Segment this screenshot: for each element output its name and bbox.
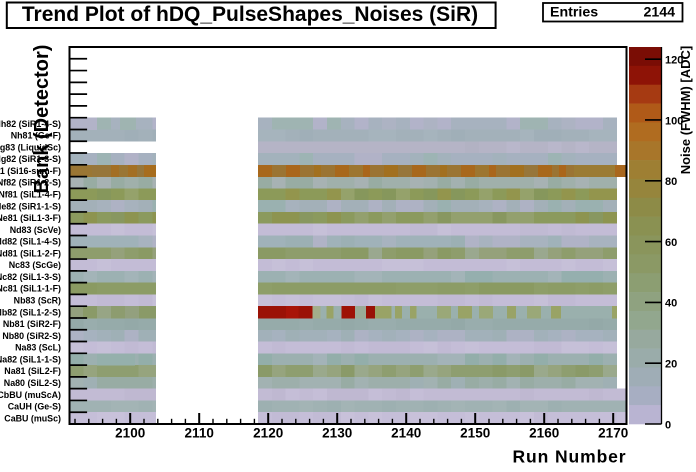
svg-text:CaUH (Ge-S): CaUH (Ge-S) <box>8 402 61 412</box>
svg-text:Nb82 (SiL1-2-S): Nb82 (SiL1-2-S) <box>0 307 61 317</box>
svg-text:Nc83 (ScGe): Nc83 (ScGe) <box>9 260 61 270</box>
svg-text:2150: 2150 <box>460 426 490 441</box>
svg-text:2144: 2144 <box>643 5 675 21</box>
svg-text:CaBU (muSc): CaBU (muSc) <box>4 413 61 423</box>
svg-text:Nc82 (SiL1-3-S): Nc82 (SiL1-3-S) <box>0 272 61 282</box>
svg-text:100: 100 <box>665 115 683 127</box>
svg-text:Nf82 (SiR1-2-S): Nf82 (SiR1-2-S) <box>0 178 61 188</box>
svg-text:Nf81 (SiL1-4-F): Nf81 (SiL1-4-F) <box>0 189 61 199</box>
svg-text:Na81 (SiL2-F): Na81 (SiL2-F) <box>4 366 61 376</box>
svg-text:Nd82 (SiL1-4-S): Nd82 (SiL1-4-S) <box>0 237 61 247</box>
svg-text:Run Number: Run Number <box>513 447 627 467</box>
svg-text:80: 80 <box>665 176 677 188</box>
svg-text:2100: 2100 <box>115 426 145 441</box>
svg-text:60: 60 <box>665 237 677 249</box>
svg-text:2170: 2170 <box>598 426 628 441</box>
svg-text:Entries: Entries <box>550 5 598 21</box>
svg-text:Ne81 (SiL1-3-F): Ne81 (SiL1-3-F) <box>0 213 61 223</box>
svg-text:2130: 2130 <box>322 426 352 441</box>
svg-text:Nd83 (ScVe): Nd83 (ScVe) <box>10 225 61 235</box>
svg-text:CbBU (muScA): CbBU (muScA) <box>0 390 61 400</box>
svg-text:Na83 (ScL): Na83 (ScL) <box>15 343 61 353</box>
svg-text:Nh81 (Ge-F): Nh81 (Ge-F) <box>11 131 61 141</box>
svg-text:2140: 2140 <box>391 426 421 441</box>
svg-text:Ng82 (SiR1-3-S): Ng82 (SiR1-3-S) <box>0 154 61 164</box>
svg-text:Ne82 (SiR1-1-S): Ne82 (SiR1-1-S) <box>0 201 61 211</box>
svg-text:Noise (FWHM) [ADC]: Noise (FWHM) [ADC] <box>678 46 693 175</box>
svg-text:Nb80 (SiR2-S): Nb80 (SiR2-S) <box>2 331 61 341</box>
svg-text:40: 40 <box>665 298 677 310</box>
svg-text:2120: 2120 <box>253 426 283 441</box>
svg-text:Nb81 (SiR2-F): Nb81 (SiR2-F) <box>3 319 61 329</box>
svg-text:Bank (Detector): Bank (Detector) <box>31 45 53 194</box>
svg-text:Na82 (SiL1-1-S): Na82 (SiL1-1-S) <box>0 354 61 364</box>
svg-text:Trend Plot of hDQ_PulseShapes_: Trend Plot of hDQ_PulseShapes_Noises (Si… <box>22 3 478 26</box>
svg-text:Na80 (SiL2-S): Na80 (SiL2-S) <box>4 378 61 388</box>
svg-text:Nc81 (SiL1-1-F): Nc81 (SiL1-1-F) <box>0 284 61 294</box>
svg-text:Ng81 (Si16-sum-F): Ng81 (Si16-sum-F) <box>0 166 61 176</box>
svg-text:Ng83 (LiquidSc): Ng83 (LiquidSc) <box>0 142 61 152</box>
svg-text:120: 120 <box>665 54 683 66</box>
svg-text:2160: 2160 <box>529 426 559 441</box>
svg-text:2110: 2110 <box>185 426 214 441</box>
svg-text:0: 0 <box>665 419 671 431</box>
svg-text:20: 20 <box>665 358 677 370</box>
svg-text:Nd81 (SiL1-2-F): Nd81 (SiL1-2-F) <box>0 248 61 258</box>
svg-text:Nh82 (SiR1-4-S): Nh82 (SiR1-4-S) <box>0 119 61 129</box>
svg-text:Nb83 (ScR): Nb83 (ScR) <box>14 296 61 306</box>
